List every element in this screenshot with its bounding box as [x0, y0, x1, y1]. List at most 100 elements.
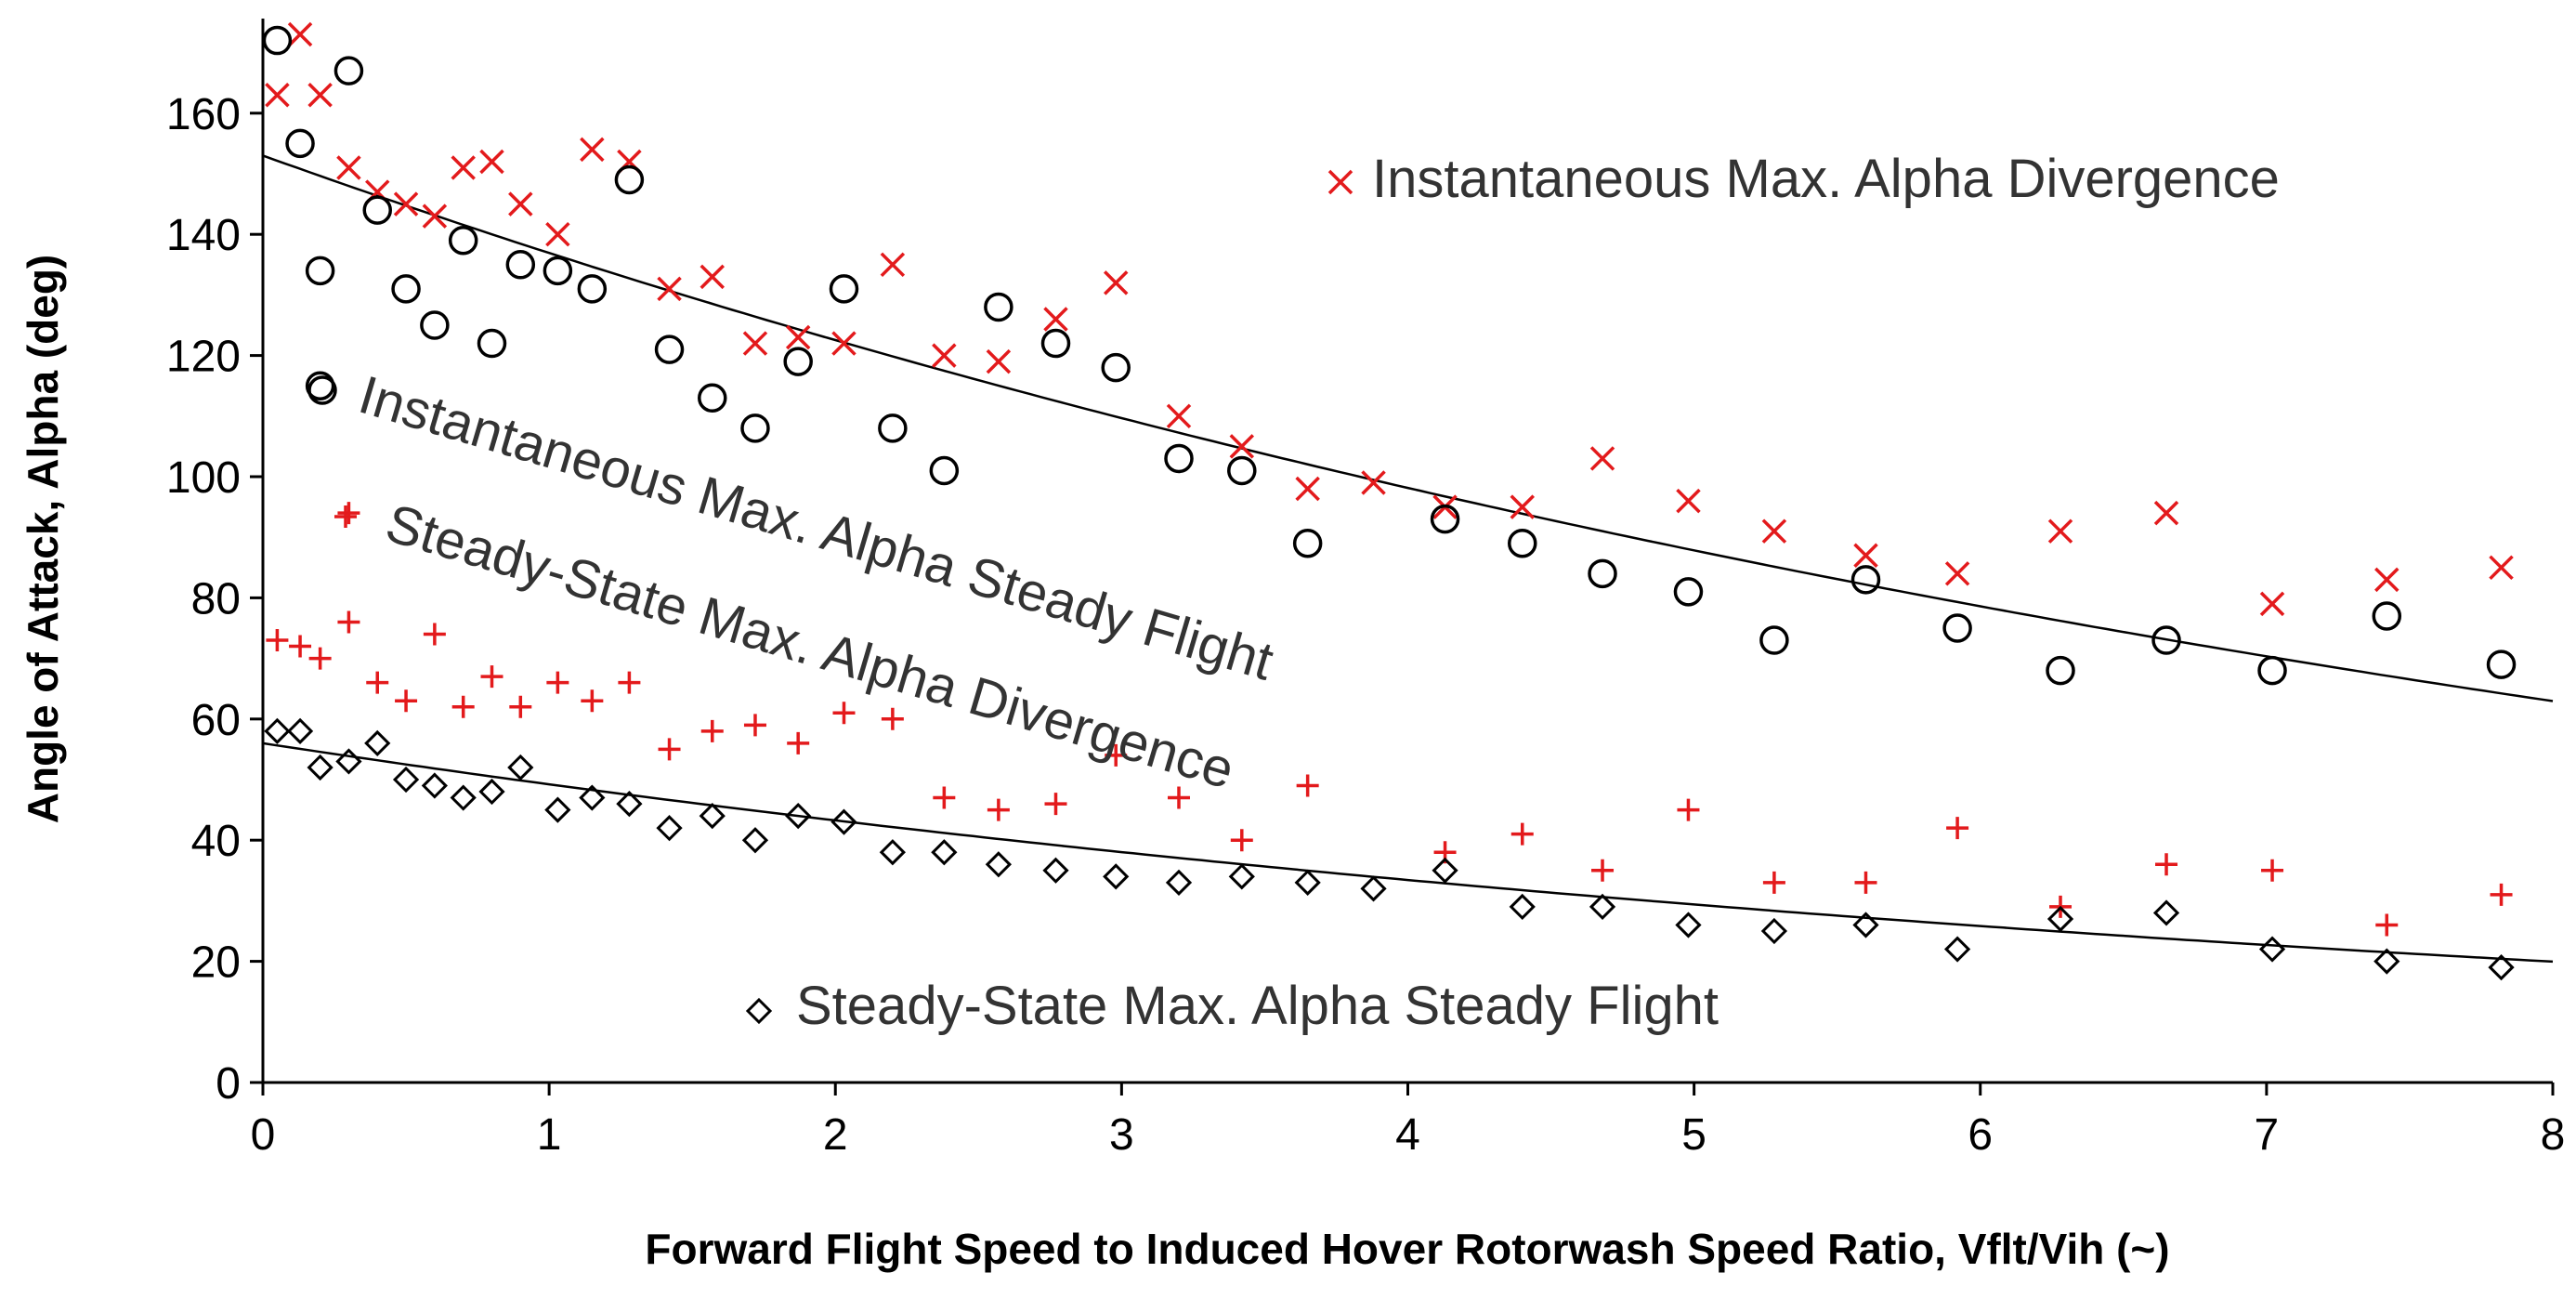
data-point-diamond: [286, 717, 314, 744]
data-point-x: [742, 331, 768, 356]
data-point-circle: [1164, 443, 1194, 474]
data-point-plus: [451, 695, 475, 718]
data-point-diamond: [335, 748, 362, 775]
data-point-circle: [2486, 650, 2517, 679]
data-point-x: [422, 203, 448, 229]
data-point-circle: [2151, 625, 2181, 655]
data-point-circle: [1588, 558, 1617, 589]
data-point-plus: [1591, 859, 1615, 882]
data-point-circle: [1430, 504, 1460, 534]
y-tick-label: 20: [191, 938, 241, 988]
data-point-x: [1295, 476, 1320, 502]
annotation-marker-glyph: [334, 505, 357, 528]
data-point-circle: [614, 164, 645, 195]
data-point-diamond: [616, 790, 643, 818]
data-point-x: [1229, 434, 1255, 459]
data-point-x: [1761, 518, 1787, 544]
data-point-plus: [2375, 913, 2399, 937]
data-point-circle: [1759, 625, 1789, 655]
data-point-plus: [1168, 786, 1190, 809]
data-point-plus: [1946, 817, 1969, 840]
annotation-ss-steady: Steady-State Max. Alpha Steady Flight: [745, 976, 1719, 1036]
data-point-diamond: [392, 766, 420, 794]
data-point-circle: [783, 347, 813, 376]
data-point-plus: [2261, 859, 2284, 882]
data-point-plus: [266, 629, 289, 652]
data-point-x: [880, 252, 906, 278]
data-point-diamond: [741, 827, 769, 854]
data-point-x: [1853, 543, 1878, 568]
data-point-x: [700, 264, 725, 290]
data-point-circle: [448, 225, 478, 256]
x-tick-label: 8: [2541, 1110, 2566, 1160]
data-point-circle: [878, 413, 908, 443]
data-point-plus: [395, 689, 418, 713]
data-point-x: [1103, 270, 1129, 295]
data-point-x: [1676, 488, 1701, 514]
data-point-diamond: [2488, 953, 2515, 981]
annotation-ss-steady-label: Steady-State Max. Alpha Steady Flight: [796, 976, 1719, 1036]
data-point-plus: [337, 610, 360, 634]
data-point-x: [785, 324, 811, 350]
trendline: [262, 154, 2554, 702]
data-point-diamond: [1675, 912, 1702, 938]
data-point-x: [1043, 307, 1068, 332]
data-point-circle: [929, 455, 960, 486]
data-point-plus: [1105, 743, 1128, 767]
data-point-diamond: [579, 784, 606, 811]
x-tick-label: 3: [1109, 1110, 1134, 1160]
data-point-diamond: [1103, 863, 1130, 890]
data-point-circle: [2257, 655, 2287, 686]
data-point-circle: [1101, 352, 1131, 383]
x-tick-label: 4: [1395, 1110, 1420, 1160]
y-tick-label: 0: [216, 1059, 241, 1109]
data-point-x: [1510, 494, 1535, 519]
data-point-x: [986, 348, 1012, 374]
trendline: [262, 741, 2554, 964]
data-point-plus: [618, 671, 641, 694]
data-point-x: [451, 155, 476, 180]
x-axis-title: Forward Flight Speed to Induced Hover Ro…: [645, 1225, 2169, 1273]
data-point-circle: [505, 250, 536, 280]
data-point-plus: [2155, 853, 2178, 876]
y-tick-label: 100: [166, 453, 241, 503]
data-point-x: [1361, 470, 1386, 495]
data-point-x: [2374, 567, 2399, 593]
series-x: [265, 21, 2514, 617]
annotation-marker-glyph: [307, 375, 337, 405]
data-point-plus: [2490, 883, 2513, 906]
data-point-circle: [1292, 528, 1323, 558]
data-point-plus: [509, 695, 532, 718]
data-point-plus: [366, 671, 389, 694]
x-tick-label: 2: [823, 1110, 848, 1160]
data-point-x: [2489, 555, 2514, 581]
data-point-circle: [1040, 328, 1071, 359]
data-point-plus: [1510, 822, 1534, 846]
data-point-diamond: [879, 839, 906, 866]
data-point-plus: [743, 714, 766, 737]
data-point-plus: [337, 502, 360, 525]
data-point-diamond: [1432, 857, 1458, 884]
trendlines: [262, 154, 2554, 964]
data-point-x: [508, 191, 533, 216]
data-point-circle: [1942, 613, 1972, 643]
plot-area: 0 1 2 3 4 5 6 7 8 0 20 40 60 80 100 120 140 160: [166, 19, 2565, 1160]
data-point-plus: [1230, 829, 1253, 852]
data-point-circle: [477, 328, 507, 359]
data-point-circle: [285, 128, 315, 159]
y-ticks: 0 20 40 60 80 100 120 140 160: [166, 90, 263, 1109]
data-point-diamond: [1228, 863, 1255, 890]
data-point-circle: [1227, 455, 1257, 486]
data-point-circle: [1508, 528, 1537, 558]
data-point-plus: [881, 707, 904, 730]
data-point-circle: [543, 256, 573, 286]
annotation-plus-marker: [334, 505, 357, 528]
data-point-diamond: [699, 802, 726, 830]
data-point-diamond: [1943, 936, 1971, 963]
annotation-marker-glyph: [745, 997, 773, 1025]
x-tick-label: 5: [1681, 1110, 1706, 1160]
data-point-x: [307, 83, 333, 108]
data-point-circle: [1673, 577, 1704, 607]
data-point-plus: [289, 635, 312, 658]
